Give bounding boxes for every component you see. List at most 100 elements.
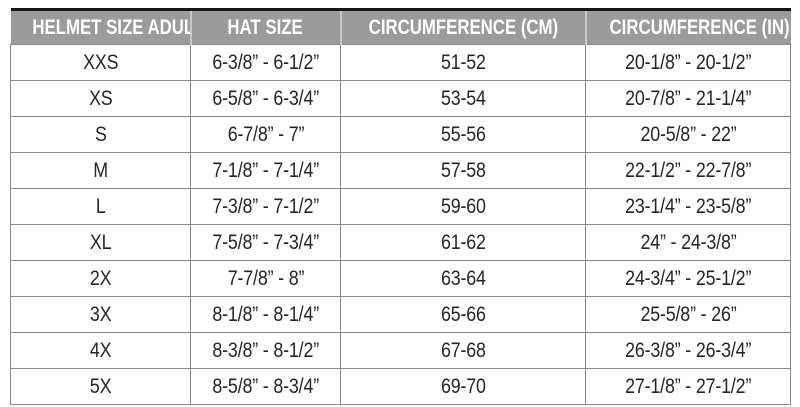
cell-hat-size: 8-1/8” - 8-1/4” (190, 296, 341, 333)
table-row: 2X 7-7/8” - 8” 63-64 24-3/4” - 25-1/2” (10, 260, 791, 297)
cell-text: 5X (89, 374, 112, 398)
cell-hat-size: 6-7/8” - 7” (190, 116, 341, 153)
cell-text: 55-56 (440, 122, 486, 146)
cell-text: 6-5/8” - 6-3/4” (212, 86, 319, 110)
cell-text: 3X (89, 302, 112, 326)
cell-circumference-in: 24” - 24-3/8” (585, 224, 791, 261)
cell-text: 67-68 (440, 338, 486, 362)
cell-circumference-in: 24-3/4” - 25-1/2” (585, 260, 791, 297)
cell-text: 7-3/8” - 7-1/2” (212, 194, 319, 218)
size-table-body: XXS 6-3/8” - 6-1/2” 51-52 20-1/8” - 20-1/2”… (10, 44, 791, 405)
cell-text: 4X (89, 338, 112, 362)
cell-circumference-in: 26-3/8” - 26-3/4” (585, 332, 791, 369)
cell-helmet-size: 5X (10, 368, 191, 405)
cell-helmet-size: XS (10, 80, 191, 117)
cell-text: 8-3/8” - 8-1/2” (212, 338, 319, 362)
table-row: M 7-1/8” - 7-1/4” 57-58 22-1/2” - 22-7/8” (10, 152, 791, 189)
table-row: XS 6-5/8” - 6-3/4” 53-54 20-7/8” - 21-1/4” (10, 80, 791, 117)
cell-circumference-in: 22-1/2” - 22-7/8” (585, 152, 791, 189)
cell-circumference-cm: 55-56 (340, 116, 586, 153)
cell-helmet-size: 4X (10, 332, 191, 369)
cell-text: 7-7/8” - 8” (227, 266, 304, 290)
cell-text: 53-54 (440, 86, 486, 110)
header-circumference-in: CIRCUMFERENCE (IN) (585, 8, 791, 45)
cell-text: 69-70 (440, 374, 486, 398)
cell-hat-size: 7-1/8” - 7-1/4” (190, 152, 341, 189)
cell-helmet-size: 3X (10, 296, 191, 333)
header-text: CIRCUMFERENCE (CM) (368, 15, 558, 39)
cell-helmet-size: 2X (10, 260, 191, 297)
cell-text: 20-5/8” - 22” (639, 122, 736, 146)
cell-text: XS (88, 86, 113, 110)
header-helmet-size: HELMET SIZE ADULT (10, 8, 192, 45)
cell-text: 7-5/8” - 7-3/4” (212, 230, 319, 254)
cell-text: 61-62 (440, 230, 486, 254)
header-hat-size: HAT SIZE (190, 8, 342, 45)
cell-helmet-size: XXS (10, 44, 191, 81)
cell-text: 23-1/4” - 23-5/8” (624, 194, 752, 218)
table-row: S 6-7/8” - 7” 55-56 20-5/8” - 22” (10, 116, 791, 153)
cell-circumference-cm: 61-62 (340, 224, 586, 261)
cell-hat-size: 7-5/8” - 7-3/4” (190, 224, 341, 261)
cell-text: 20-1/8” - 20-1/2” (624, 50, 752, 74)
size-chart-container: HELMET SIZE ADULT HAT SIZE CIRCUMFERENCE… (10, 8, 791, 405)
cell-circumference-in: 27-1/8” - 27-1/2” (585, 368, 791, 405)
cell-text: 24” - 24-3/8” (639, 230, 736, 254)
cell-text: L (95, 194, 106, 218)
cell-hat-size: 6-5/8” - 6-3/4” (190, 80, 341, 117)
table-row: 3X 8-1/8” - 8-1/4” 65-66 25-5/8” - 26” (10, 296, 791, 333)
table-row: XXS 6-3/8” - 6-1/2” 51-52 20-1/8” - 20-1/2” (10, 44, 791, 81)
cell-text: 22-1/2” - 22-7/8” (624, 158, 752, 182)
cell-circumference-cm: 51-52 (340, 44, 586, 81)
cell-text: XXS (82, 50, 119, 74)
table-row: XL 7-5/8” - 7-3/4” 61-62 24” - 24-3/8” (10, 224, 791, 261)
cell-text: 63-64 (440, 266, 486, 290)
cell-circumference-cm: 69-70 (340, 368, 586, 405)
cell-text: 65-66 (440, 302, 486, 326)
cell-circumference-cm: 59-60 (340, 188, 586, 225)
cell-helmet-size: L (10, 188, 191, 225)
cell-circumference-cm: 57-58 (340, 152, 586, 189)
header-circumference-cm: CIRCUMFERENCE (CM) (340, 8, 587, 45)
cell-circumference-in: 20-5/8” - 22” (585, 116, 791, 153)
cell-text: 59-60 (440, 194, 486, 218)
cell-circumference-in: 20-7/8” - 21-1/4” (585, 80, 791, 117)
table-header-row: HELMET SIZE ADULT HAT SIZE CIRCUMFERENCE… (10, 8, 791, 45)
cell-text: 6-7/8” - 7” (227, 122, 304, 146)
cell-circumference-cm: 67-68 (340, 332, 586, 369)
cell-hat-size: 8-3/8” - 8-1/2” (190, 332, 341, 369)
table-row: L 7-3/8” - 7-1/2” 59-60 23-1/4” - 23-5/8” (10, 188, 791, 225)
cell-circumference-in: 25-5/8” - 26” (585, 296, 791, 333)
cell-text: 6-3/8” - 6-1/2” (212, 50, 319, 74)
cell-text: 26-3/8” - 26-3/4” (624, 338, 752, 362)
cell-text: XL (89, 230, 112, 254)
cell-circumference-in: 23-1/4” - 23-5/8” (585, 188, 791, 225)
cell-text: S (94, 122, 107, 146)
header-text: HELMET SIZE ADULT (31, 15, 191, 39)
cell-text: 20-7/8” - 21-1/4” (624, 86, 752, 110)
cell-text: 27-1/8” - 27-1/2” (624, 374, 752, 398)
cell-text: 25-5/8” - 26” (639, 302, 736, 326)
cell-text: M (93, 158, 108, 182)
cell-circumference-cm: 53-54 (340, 80, 586, 117)
cell-text: 24-3/4” - 25-1/2” (624, 266, 752, 290)
cell-hat-size: 7-3/8” - 7-1/2” (190, 188, 341, 225)
cell-text: 8-1/8” - 8-1/4” (212, 302, 319, 326)
cell-circumference-in: 20-1/8” - 20-1/2” (585, 44, 791, 81)
cell-helmet-size: S (10, 116, 191, 153)
cell-text: 57-58 (440, 158, 486, 182)
helmet-size-table: HELMET SIZE ADULT HAT SIZE CIRCUMFERENCE… (10, 8, 791, 405)
cell-hat-size: 6-3/8” - 6-1/2” (190, 44, 341, 81)
cell-helmet-size: M (10, 152, 191, 189)
cell-text: 8-5/8” - 8-3/4” (212, 374, 319, 398)
table-row: 5X 8-5/8” - 8-3/4” 69-70 27-1/8” - 27-1/2” (10, 368, 791, 405)
cell-circumference-cm: 63-64 (340, 260, 586, 297)
table-row: 4X 8-3/8” - 8-1/2” 67-68 26-3/8” - 26-3/4” (10, 332, 791, 369)
cell-text: 51-52 (440, 50, 486, 74)
cell-hat-size: 7-7/8” - 8” (190, 260, 341, 297)
header-text: CIRCUMFERENCE (IN) (609, 15, 790, 39)
cell-text: 7-1/8” - 7-1/4” (212, 158, 319, 182)
cell-text: 2X (89, 266, 112, 290)
cell-hat-size: 8-5/8” - 8-3/4” (190, 368, 341, 405)
